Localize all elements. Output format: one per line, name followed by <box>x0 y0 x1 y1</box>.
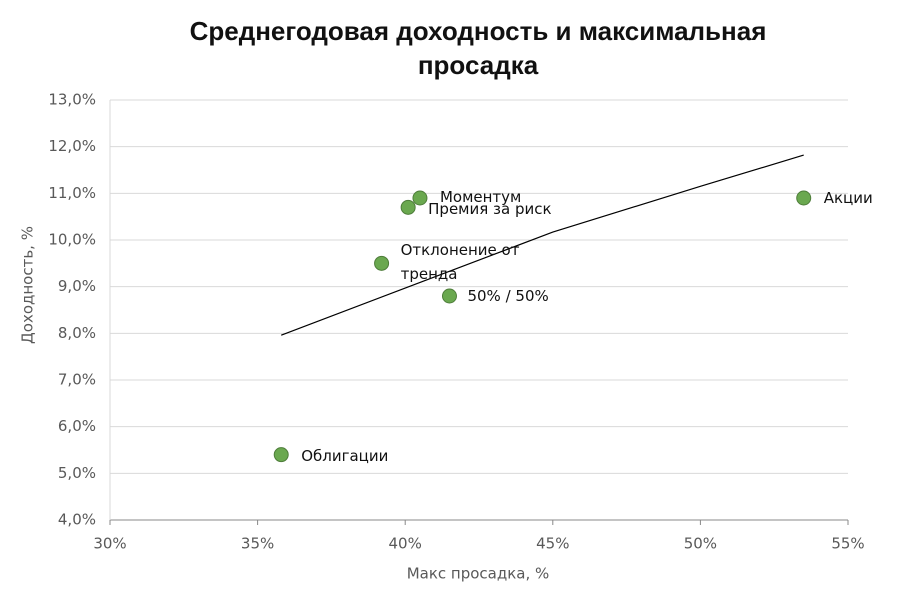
point <box>400 199 416 215</box>
point-label: Моментум <box>439 188 522 206</box>
point-label: Премия за риск <box>428 200 552 219</box>
y-tick-label: 9,0% <box>58 277 96 295</box>
y-tick-label: 10,0% <box>48 231 96 249</box>
y-tick-label: 5,0% <box>58 464 96 482</box>
y-tick-label: 4,0% <box>58 511 96 529</box>
point <box>374 255 390 271</box>
x-tick-label: 55% <box>831 535 864 553</box>
point-label: 50% / 50% <box>467 287 549 305</box>
y-tick-label: 7,0% <box>58 371 96 389</box>
y-tick-label: 6,0% <box>58 417 96 435</box>
point-label: Акции <box>823 189 873 207</box>
y-tick-label: 13,0% <box>48 91 96 109</box>
x-tick-label: 30% <box>93 535 126 553</box>
y-axis-title: Доходность, % <box>19 226 37 344</box>
x-tick-label: 50% <box>684 535 717 553</box>
point <box>273 447 289 463</box>
y-tick-label: 12,0% <box>48 137 96 155</box>
point <box>441 288 457 304</box>
point-label: Отклонение от тренда <box>400 241 520 284</box>
point <box>796 190 812 206</box>
x-tick-label: 40% <box>389 535 422 553</box>
x-tick-label: 45% <box>536 535 569 553</box>
y-tick-label: 8,0% <box>58 324 96 342</box>
x-axis-title: Макс просадка, % <box>407 565 550 583</box>
trendline <box>281 154 804 336</box>
point-label: Облигации <box>301 446 389 465</box>
y-tick-label: 11,0% <box>48 184 96 202</box>
chart-title: Среднегодовая доходность и максимальная … <box>189 16 767 80</box>
point <box>412 190 428 206</box>
x-tick-label: 35% <box>241 535 274 553</box>
